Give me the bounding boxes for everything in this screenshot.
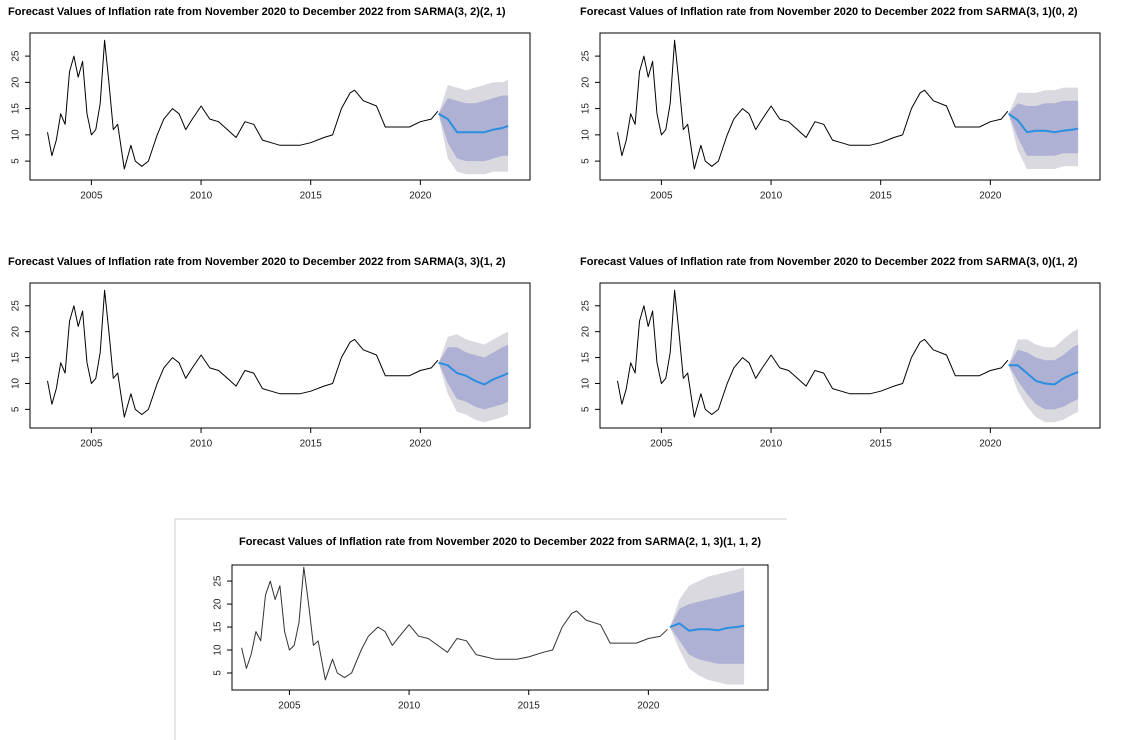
observed-line xyxy=(617,289,1009,418)
chart: Forecast Values of Inflation rate from N… xyxy=(8,6,531,202)
x-tick-label: 2005 xyxy=(278,701,301,712)
y-tick-label: 5 xyxy=(11,406,22,412)
x-tick-label: 2015 xyxy=(300,439,323,450)
x-tick-label: 2010 xyxy=(190,191,213,202)
plot-frame xyxy=(29,282,531,429)
x-tick-label: 2010 xyxy=(190,439,213,450)
chart-title: Forecast Values of Inflation rate from N… xyxy=(580,256,1078,268)
y-tick-label: 20 xyxy=(581,326,592,338)
x-tick-label: 2010 xyxy=(760,439,783,450)
observed-line xyxy=(241,566,668,681)
observed-line xyxy=(47,289,439,418)
x-tick-label: 2005 xyxy=(80,439,103,450)
x-tick-label: 2020 xyxy=(409,439,432,450)
y-tick-label: 15 xyxy=(581,103,592,115)
x-tick-label: 2015 xyxy=(300,191,323,202)
x-tick-label: 2010 xyxy=(398,701,421,712)
x-tick-label: 2005 xyxy=(650,439,673,450)
y-tick-label: 10 xyxy=(11,377,22,389)
x-tick-label: 2020 xyxy=(637,701,660,712)
chart-title: Forecast Values of Inflation rate from N… xyxy=(8,256,506,268)
chart: Forecast Values of Inflation rate from N… xyxy=(580,256,1101,450)
y-tick-label: 15 xyxy=(213,621,224,633)
x-tick-label: 2015 xyxy=(518,701,541,712)
chart: Forecast Values of Inflation rate from N… xyxy=(213,536,769,712)
y-tick-label: 25 xyxy=(581,50,592,62)
forecast-line xyxy=(438,112,509,134)
y-tick-label: 10 xyxy=(581,377,592,389)
forecast-interval xyxy=(1008,100,1079,156)
chart-title: Forecast Values of Inflation rate from N… xyxy=(8,6,506,18)
chart-title: Forecast Values of Inflation rate from N… xyxy=(580,6,1078,18)
y-tick-label: 5 xyxy=(581,406,592,412)
y-tick-label: 5 xyxy=(213,670,224,676)
x-tick-label: 2005 xyxy=(650,191,673,202)
y-tick-label: 20 xyxy=(11,326,22,338)
forecast-interval xyxy=(438,95,509,162)
y-tick-label: 25 xyxy=(581,300,592,312)
x-tick-label: 2020 xyxy=(979,439,1002,450)
x-tick-label: 2015 xyxy=(870,439,893,450)
y-tick-label: 25 xyxy=(213,575,224,587)
plot-frame xyxy=(599,32,1101,181)
x-tick-label: 2015 xyxy=(870,191,893,202)
observed-line xyxy=(47,39,439,170)
y-tick-label: 20 xyxy=(11,76,22,88)
forecast-line xyxy=(1008,112,1079,134)
plot-frame xyxy=(599,282,1101,429)
x-tick-label: 2020 xyxy=(979,191,1002,202)
forecast-interval xyxy=(438,344,509,410)
forecast-line xyxy=(1008,364,1079,386)
forecast-interval xyxy=(669,590,745,664)
x-tick-label: 2020 xyxy=(409,191,432,202)
y-tick-label: 5 xyxy=(581,158,592,164)
forecast-line xyxy=(669,622,745,632)
y-tick-label: 15 xyxy=(581,352,592,364)
forecast-line xyxy=(438,361,509,386)
y-tick-label: 20 xyxy=(581,76,592,88)
observed-line xyxy=(617,39,1009,170)
y-tick-label: 25 xyxy=(11,50,22,62)
y-tick-label: 20 xyxy=(213,598,224,610)
x-tick-label: 2010 xyxy=(760,191,783,202)
y-tick-label: 10 xyxy=(581,129,592,141)
chart-title: Forecast Values of Inflation rate from N… xyxy=(239,536,761,548)
y-tick-label: 25 xyxy=(11,300,22,312)
y-tick-label: 10 xyxy=(213,644,224,656)
plot-frame xyxy=(29,32,531,181)
chart: Forecast Values of Inflation rate from N… xyxy=(8,256,531,450)
y-tick-label: 15 xyxy=(11,103,22,115)
chart: Forecast Values of Inflation rate from N… xyxy=(580,6,1101,202)
y-tick-label: 5 xyxy=(11,158,22,164)
y-tick-label: 10 xyxy=(11,129,22,141)
y-tick-label: 15 xyxy=(11,352,22,364)
forecast-interval xyxy=(1008,344,1079,410)
x-tick-label: 2005 xyxy=(80,191,103,202)
